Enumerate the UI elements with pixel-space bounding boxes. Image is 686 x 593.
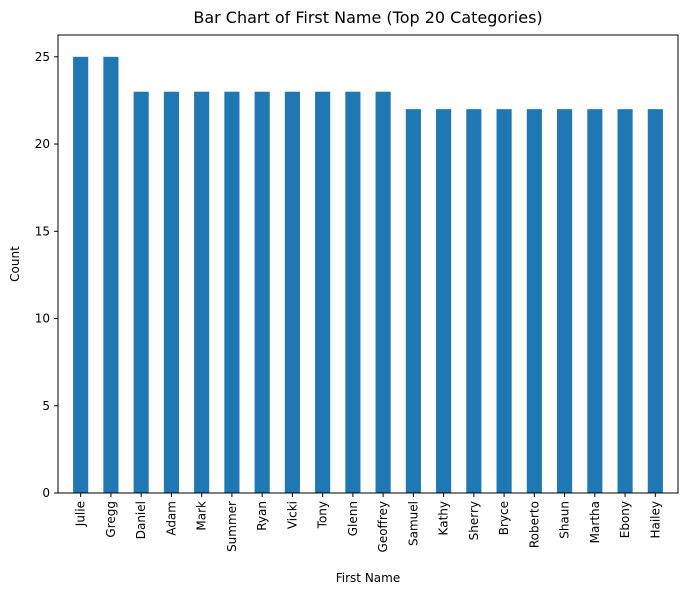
y-tick-label: 10 [35, 312, 50, 326]
bar-vicki [284, 91, 300, 493]
y-tick-label: 0 [42, 486, 50, 500]
bar-summer [224, 91, 240, 493]
bar-tony [315, 91, 331, 493]
bar-julie [73, 56, 89, 494]
x-tick-label: Sherry [467, 501, 481, 540]
bar-ryan [254, 91, 270, 493]
x-axis-ticks: Julie Gregg Daniel Adam Mark Summer Ryan Vicki T… [74, 493, 662, 552]
bar-kathy [436, 109, 452, 494]
x-tick-label: Kathy [437, 501, 451, 535]
plot-background [58, 35, 678, 493]
x-tick-label: Roberto [527, 501, 541, 548]
x-tick-label: Vicki [285, 501, 299, 529]
bars-group [73, 56, 663, 494]
y-tick-label: 15 [35, 224, 50, 238]
x-tick-label: Hailey [648, 501, 662, 539]
x-tick-label: Adam [164, 501, 178, 536]
bar-adam [163, 91, 179, 493]
bar-sherry [466, 109, 482, 494]
x-tick-label: Summer [225, 501, 239, 552]
x-axis-label: First Name [336, 571, 400, 585]
y-axis-ticks: 0 5 10 15 20 25 [35, 50, 58, 500]
bar-mark [194, 91, 210, 493]
plot-area: 0 5 10 15 20 25 Julie Gregg Daniel Adam Mark Summe… [35, 34, 679, 552]
bar-glenn [345, 91, 361, 493]
x-tick-label: Julie [74, 501, 88, 527]
bar-bryce [496, 109, 512, 494]
x-tick-label: Geoffrey [376, 501, 390, 552]
x-tick-label: Samuel [406, 501, 420, 546]
bar-shaun [557, 109, 573, 494]
y-tick-label: 25 [35, 50, 50, 64]
bar-martha [587, 109, 603, 494]
bar-hailey [647, 109, 663, 494]
x-tick-label: Glenn [346, 501, 360, 536]
chart-title: Bar Chart of First Name (Top 20 Categori… [193, 8, 542, 27]
bar-daniel [133, 91, 149, 493]
bar-ebony [617, 109, 633, 494]
y-tick-label: 20 [35, 137, 50, 151]
plot-frame [57, 34, 679, 494]
x-tick-label: Tony [316, 501, 330, 529]
bar-geoffrey [375, 91, 391, 493]
y-axis-label: Count [8, 246, 22, 282]
x-tick-label: Ebony [618, 501, 632, 538]
x-tick-label: Shaun [558, 501, 572, 539]
x-tick-label: Daniel [134, 501, 148, 539]
x-tick-label: Ryan [255, 501, 269, 531]
x-tick-label: Gregg [104, 501, 118, 538]
bar-gregg [103, 56, 119, 494]
y-tick-label: 5 [42, 399, 50, 413]
x-tick-label: Martha [588, 501, 602, 543]
x-tick-label: Bryce [497, 501, 511, 535]
bar-samuel [405, 109, 421, 494]
bar-roberto [526, 109, 542, 494]
x-tick-label: Mark [195, 501, 209, 531]
